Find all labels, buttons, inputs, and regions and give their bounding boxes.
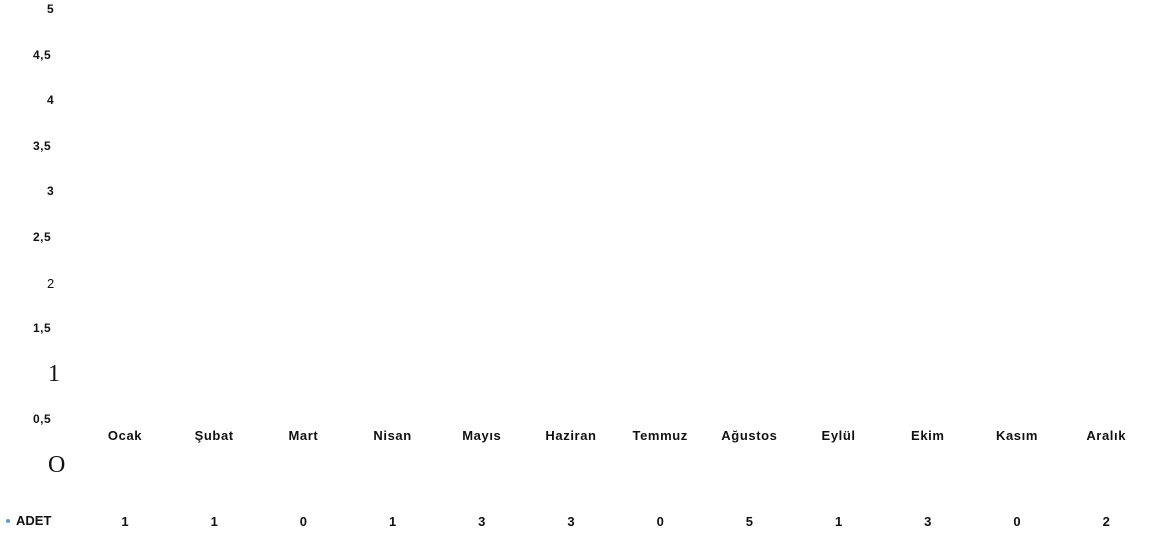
data-label: 1 — [834, 514, 843, 529]
data-label: 2 — [1102, 514, 1110, 529]
data-label: 0 — [1013, 514, 1021, 529]
y-tick-label: 0,5 — [33, 412, 52, 427]
x-tick-label: Şubat — [194, 428, 234, 443]
data-label: 5 — [745, 514, 754, 529]
data-label: 1 — [121, 514, 129, 529]
data-label: 1 — [210, 514, 218, 529]
y-tick-label: 3 — [47, 184, 55, 199]
data-label: 3 — [478, 514, 486, 529]
x-tick-label: Eylül — [821, 428, 856, 443]
y-tick-label: 3,5 — [33, 138, 52, 153]
y-tick-label: 1,5 — [33, 321, 52, 336]
x-tick-label: Aralık — [1086, 428, 1127, 443]
y-tick-label: 5 — [47, 2, 55, 16]
y-tick-label: 2 — [47, 275, 55, 291]
data-label: 1 — [388, 514, 397, 529]
data-label: 0 — [656, 514, 664, 529]
data-label: 3 — [924, 514, 932, 529]
y-tick-label: 4,5 — [33, 47, 52, 62]
x-tick-label: Nisan — [373, 428, 412, 443]
x-tick-label: Kasım — [995, 428, 1039, 443]
data-label: 3 — [567, 514, 575, 529]
y-tick-label: 1 — [48, 360, 61, 387]
x-tick-label: Ekim — [911, 428, 945, 443]
x-tick-label: Mart — [288, 428, 319, 443]
y-tick-label: 2,5 — [33, 230, 52, 244]
legend: ADET — [6, 513, 51, 528]
legend-label: ADET — [16, 513, 52, 528]
x-tick-label: Haziran — [545, 428, 597, 443]
x-tick-label: Ağustos — [721, 428, 778, 443]
data-label: 0 — [299, 514, 308, 529]
x-tick-label: Ocak — [107, 428, 143, 443]
legend-marker — [6, 518, 10, 523]
y-tick-label: O — [48, 452, 66, 478]
x-tick-label: Mayıs — [462, 428, 502, 443]
x-tick-label: Temmuz — [632, 428, 688, 443]
y-tick-label: 4 — [47, 93, 55, 108]
